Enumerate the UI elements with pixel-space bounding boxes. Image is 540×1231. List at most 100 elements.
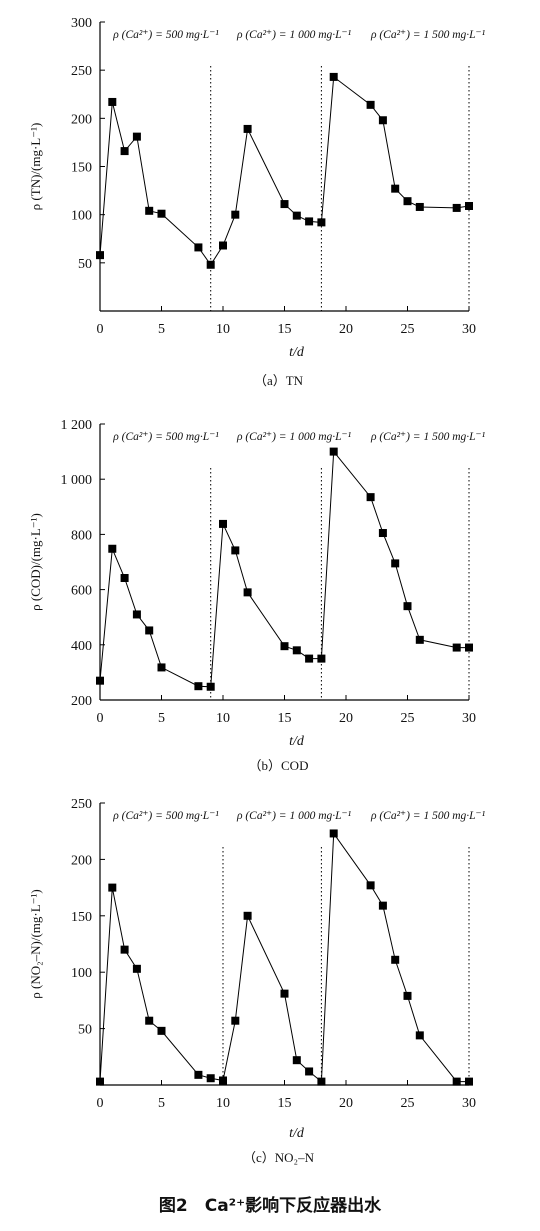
- header-label: ρ (Ca²⁺) = 1 000 mg·L⁻¹: [236, 431, 352, 443]
- y-tick-label: 50: [78, 1023, 92, 1038]
- y-tick-label: 400: [71, 639, 92, 654]
- series-line: [99, 75, 470, 266]
- x-tick-label: 15: [278, 1096, 292, 1111]
- data-point: [145, 1016, 154, 1025]
- data-point: [219, 519, 227, 528]
- data-point: [132, 964, 141, 973]
- y-tick-label: 200: [71, 853, 92, 868]
- y-tick-label: 1 000: [61, 473, 93, 488]
- x-tick-label: 25: [401, 1096, 415, 1111]
- data-point: [96, 676, 104, 685]
- data-point: [243, 124, 252, 133]
- data-point: [157, 209, 166, 218]
- data-point: [120, 945, 129, 954]
- data-point: [219, 1076, 227, 1085]
- data-point: [219, 241, 227, 250]
- y-tick-label: 100: [71, 966, 92, 981]
- header-label: ρ (Ca²⁺) = 500 mg·L⁻¹: [112, 431, 219, 443]
- data-point: [317, 1077, 326, 1086]
- data-point: [243, 588, 252, 597]
- data-point: [280, 642, 289, 651]
- data-point: [157, 663, 166, 672]
- x-axis-label: t/d: [289, 734, 305, 749]
- chart-panel-1: 50 100 150 200 250 300 0 5 10 15 20 25 30 ρ (Ca²⁺) = …: [28, 16, 486, 388]
- y-tick-label: 50: [78, 257, 92, 272]
- data-point: [108, 883, 117, 892]
- y-tick-label: 250: [71, 797, 92, 812]
- header-label: ρ (Ca²⁺) = 1 000 mg·L⁻¹: [236, 810, 352, 822]
- series-line: [99, 450, 469, 688]
- x-tick-label: 0: [97, 711, 104, 726]
- panel-caption: （c）NO₂–N: [243, 1150, 315, 1165]
- y-tick-label: 600: [71, 584, 92, 599]
- data-point: [329, 829, 338, 838]
- data-point: [391, 184, 400, 193]
- data-point: [120, 574, 129, 583]
- data-point: [403, 197, 412, 206]
- x-tick-label: 10: [216, 322, 230, 337]
- data-point: [157, 1026, 166, 1035]
- y-tick-label: 250: [71, 64, 92, 79]
- data-point: [206, 682, 215, 691]
- data-point: [415, 1031, 424, 1040]
- header-label: ρ (Ca²⁺) = 1 500 mg·L⁻¹: [370, 810, 486, 822]
- data-point: [194, 243, 203, 252]
- header-label: ρ (Ca²⁺) = 1 500 mg·L⁻¹: [370, 29, 486, 41]
- header-label: ρ (Ca²⁺) = 1 000 mg·L⁻¹: [236, 29, 352, 41]
- data-point: [194, 682, 203, 691]
- data-point: [305, 217, 314, 226]
- header-label: ρ (Ca²⁺) = 500 mg·L⁻¹: [112, 810, 219, 822]
- header-label: ρ (Ca²⁺) = 1 500 mg·L⁻¹: [370, 431, 486, 443]
- data-point: [108, 544, 117, 553]
- x-tick-label: 20: [339, 1096, 353, 1111]
- x-tick-label: 15: [278, 322, 292, 337]
- data-point: [145, 206, 154, 215]
- panel-caption: （a）TN: [254, 373, 304, 388]
- data-point: [391, 955, 400, 964]
- data-point: [465, 201, 473, 210]
- y-axis-label: ρ (COD)/(mg·L⁻¹): [28, 513, 43, 611]
- x-tick-label: 10: [216, 1096, 230, 1111]
- data-point: [231, 210, 240, 219]
- x-tick-label: 20: [339, 322, 353, 337]
- x-axis-label: t/d: [289, 345, 305, 360]
- series-line: [99, 832, 469, 1083]
- chart-panel-2: 200 400 600 800 1 000 1 200 0 5 10 15 20 25 30 ρ (Ca²…: [28, 418, 486, 773]
- panel-caption: （b）COD: [249, 758, 309, 773]
- data-point: [329, 72, 338, 81]
- x-tick-label: 30: [462, 711, 476, 726]
- x-axis-label: t/d: [289, 1126, 305, 1141]
- data-point: [452, 203, 461, 212]
- y-tick-label: 150: [71, 161, 92, 176]
- data-point: [403, 602, 412, 611]
- x-tick-label: 30: [462, 322, 476, 337]
- data-point: [366, 493, 375, 502]
- data-point: [415, 202, 424, 211]
- x-tick-label: 20: [339, 711, 353, 726]
- data-point: [452, 1077, 461, 1086]
- chart-panel-3: 50 100 150 200 250 0 5 10 15 20 25 30 ρ (Ca²⁺) = 500…: [28, 797, 486, 1165]
- x-tick-label: 10: [216, 711, 230, 726]
- x-tick-label: 15: [278, 711, 292, 726]
- data-point: [120, 147, 129, 156]
- x-tick-label: 0: [97, 322, 104, 337]
- data-point: [305, 1067, 314, 1076]
- data-point: [378, 116, 387, 125]
- data-point: [280, 989, 289, 998]
- data-point: [317, 218, 326, 227]
- figure-caption: 图2 Ca²⁺影响下反应器出水: [159, 1195, 382, 1216]
- y-tick-label: 1 200: [61, 418, 93, 433]
- y-tick-label: 200: [71, 112, 92, 127]
- data-point: [194, 1070, 203, 1079]
- data-point: [132, 132, 141, 141]
- data-point: [465, 1077, 473, 1086]
- data-point: [403, 991, 412, 1000]
- header-label: ρ (Ca²⁺) = 500 mg·L⁻¹: [112, 29, 219, 41]
- data-point: [243, 911, 252, 920]
- y-axis-label: ρ (NO₂–N)/(mg·L⁻¹): [28, 889, 43, 999]
- data-point: [96, 251, 104, 260]
- data-point: [366, 100, 375, 109]
- data-point: [96, 1077, 104, 1086]
- data-point: [280, 200, 289, 209]
- data-point: [378, 529, 387, 538]
